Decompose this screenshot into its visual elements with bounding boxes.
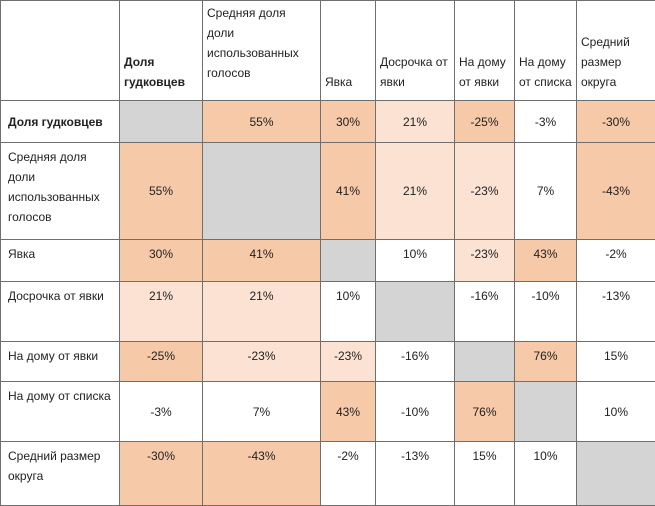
table-row: Досрочка от явки 21% 21% 10% -16% -10% -…	[1, 282, 655, 342]
column-header-dolya-gudkovtsev: Доля гудковцев	[120, 1, 203, 101]
column-header-sredniy-razmer: Средний размер округа	[577, 1, 655, 101]
table-cell: 15%	[455, 442, 515, 506]
diagonal-cell	[577, 442, 655, 506]
table-row: Явка 30% 41% 10% -23% 43% -2%	[1, 240, 655, 282]
column-header-yavka: Явка	[321, 1, 376, 101]
table-cell: -10%	[376, 382, 455, 442]
column-header-srednyaya-dolya: Средняя доля доли использованных голосов	[203, 1, 321, 101]
table-cell: 21%	[376, 143, 455, 240]
table-cell: -23%	[203, 342, 321, 382]
table-cell: 10%	[376, 240, 455, 282]
table-cell: 21%	[203, 282, 321, 342]
row-header: На дому от явки	[1, 342, 120, 382]
table-cell: 10%	[577, 382, 655, 442]
table-row: Доля гудковцев 55% 30% 21% -25% -3% -30%	[1, 101, 655, 143]
table-cell: -25%	[120, 342, 203, 382]
table-cell: -16%	[455, 282, 515, 342]
row-header: Досрочка от явки	[1, 282, 120, 342]
row-header: Средний размер округа	[1, 442, 120, 506]
table-cell: -25%	[455, 101, 515, 143]
diagonal-cell	[376, 282, 455, 342]
table-cell: 55%	[203, 101, 321, 143]
table-cell: -23%	[321, 342, 376, 382]
diagonal-cell	[120, 101, 203, 143]
table-cell: 7%	[203, 382, 321, 442]
diagonal-cell	[203, 143, 321, 240]
table-row: На дому от явки -25% -23% -23% -16% 76% …	[1, 342, 655, 382]
table-row: На дому от списка -3% 7% 43% -10% 76% 10…	[1, 382, 655, 442]
table-cell: -43%	[203, 442, 321, 506]
table-cell: -2%	[577, 240, 655, 282]
diagonal-cell	[321, 240, 376, 282]
table-cell: 30%	[321, 101, 376, 143]
header-row: Доля гудковцев Средняя доля доли использ…	[1, 1, 655, 101]
table-cell: 10%	[321, 282, 376, 342]
table-cell: -3%	[120, 382, 203, 442]
table-cell: -2%	[321, 442, 376, 506]
table-cell: 21%	[120, 282, 203, 342]
table-cell: 41%	[321, 143, 376, 240]
row-header: Средняя доля доли использованных голосов	[1, 143, 120, 240]
table-cell: -30%	[577, 101, 655, 143]
row-header: На дому от списка	[1, 382, 120, 442]
diagonal-cell	[515, 382, 577, 442]
table-cell: 76%	[455, 382, 515, 442]
table-cell: -16%	[376, 342, 455, 382]
table-cell: 30%	[120, 240, 203, 282]
table-cell: 76%	[515, 342, 577, 382]
table-cell: -43%	[577, 143, 655, 240]
table-cell: -23%	[455, 240, 515, 282]
table-cell: 43%	[321, 382, 376, 442]
table-cell: 10%	[515, 442, 577, 506]
table-cell: -13%	[577, 282, 655, 342]
column-header-na-domu-ot-yavki: На дому от явки	[455, 1, 515, 101]
table-row: Средняя доля доли использованных голосов…	[1, 143, 655, 240]
table-cell: 15%	[577, 342, 655, 382]
table-cell: -3%	[515, 101, 577, 143]
table-cell: 41%	[203, 240, 321, 282]
table-cell: -13%	[376, 442, 455, 506]
row-header: Явка	[1, 240, 120, 282]
table-cell: 43%	[515, 240, 577, 282]
table-cell: -30%	[120, 442, 203, 506]
row-header: Доля гудковцев	[1, 101, 120, 143]
table-cell: 21%	[376, 101, 455, 143]
column-header-na-domu-ot-spiska: На дому от списка	[515, 1, 577, 101]
table-cell: 7%	[515, 143, 577, 240]
corner-header-cell	[1, 1, 120, 101]
diagonal-cell	[455, 342, 515, 382]
table-row: Средний размер округа -30% -43% -2% -13%…	[1, 442, 655, 506]
table-cell: -23%	[455, 143, 515, 240]
column-header-dosrochka: Досрочка от явки	[376, 1, 455, 101]
table-cell: 55%	[120, 143, 203, 240]
table-cell: -10%	[515, 282, 577, 342]
